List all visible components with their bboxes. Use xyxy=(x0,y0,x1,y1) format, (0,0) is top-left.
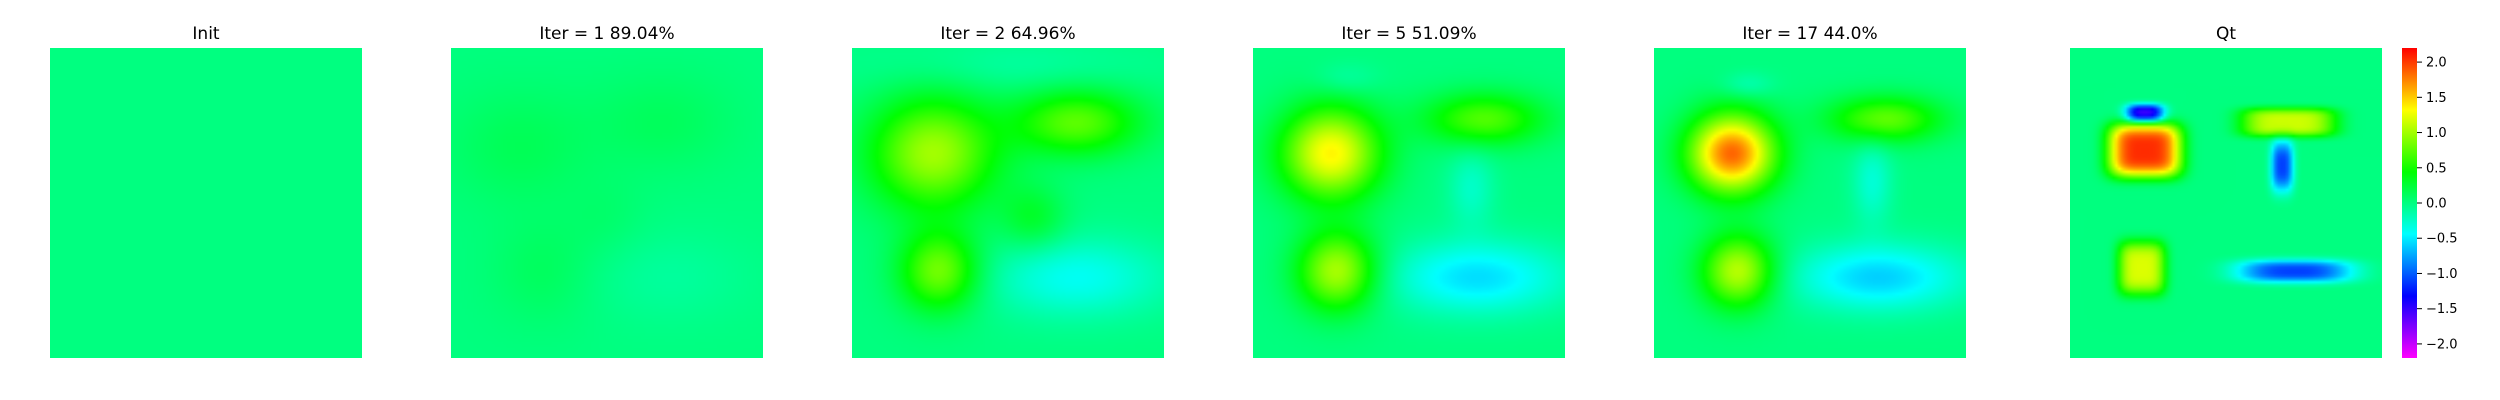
heatmap-image xyxy=(852,48,1164,358)
colorbar-tick-label: 0.0 xyxy=(2426,197,2447,212)
panel-title: Iter = 1 89.04% xyxy=(539,24,674,44)
heatmap-panel: Init xyxy=(50,24,362,358)
colorbar-gradient xyxy=(2402,48,2417,358)
colorbar-tick-label: 1.0 xyxy=(2426,126,2447,141)
panel-title: Qt xyxy=(2216,24,2236,44)
heatmap-image xyxy=(451,48,763,358)
heatmap-panels: Init Iter = 1 89.04% Iter = 2 64.96% Iter =… xyxy=(50,24,2382,358)
heatmap-panel: Iter = 2 64.96% xyxy=(852,24,1164,358)
panel-title: Init xyxy=(192,24,220,44)
colorbar-tick-label: 1.5 xyxy=(2426,91,2447,106)
colorbar-tick-label: −2.0 xyxy=(2426,337,2458,352)
colorbar-tick-label: 2.0 xyxy=(2426,56,2447,71)
heatmap-panel: Iter = 17 44.0% xyxy=(1654,24,1966,358)
heatmap-image xyxy=(1253,48,1565,358)
heatmap-panel: Qt xyxy=(2070,24,2382,358)
heatmap-image xyxy=(2070,48,2382,358)
panel-title: Iter = 2 64.96% xyxy=(940,24,1075,44)
panel-title: Iter = 17 44.0% xyxy=(1742,24,1877,44)
colorbar-tick-label: 0.5 xyxy=(2426,161,2447,176)
heatmap-image xyxy=(50,48,362,358)
colorbar-tick-label: −1.5 xyxy=(2426,302,2458,317)
heatmap-panel: Iter = 5 51.09% xyxy=(1253,24,1565,358)
panel-title: Iter = 5 51.09% xyxy=(1341,24,1476,44)
heatmap-image xyxy=(1654,48,1966,358)
colorbar-tick-label: −1.0 xyxy=(2426,267,2458,282)
colorbar-tick-label: −0.5 xyxy=(2426,232,2458,247)
heatmap-panel: Iter = 1 89.04% xyxy=(451,24,763,358)
colorbar: 2.0 1.5 1.0 0.5 0.0 −0.5 −1.0 −1.5 −2.0 xyxy=(2402,48,2458,358)
